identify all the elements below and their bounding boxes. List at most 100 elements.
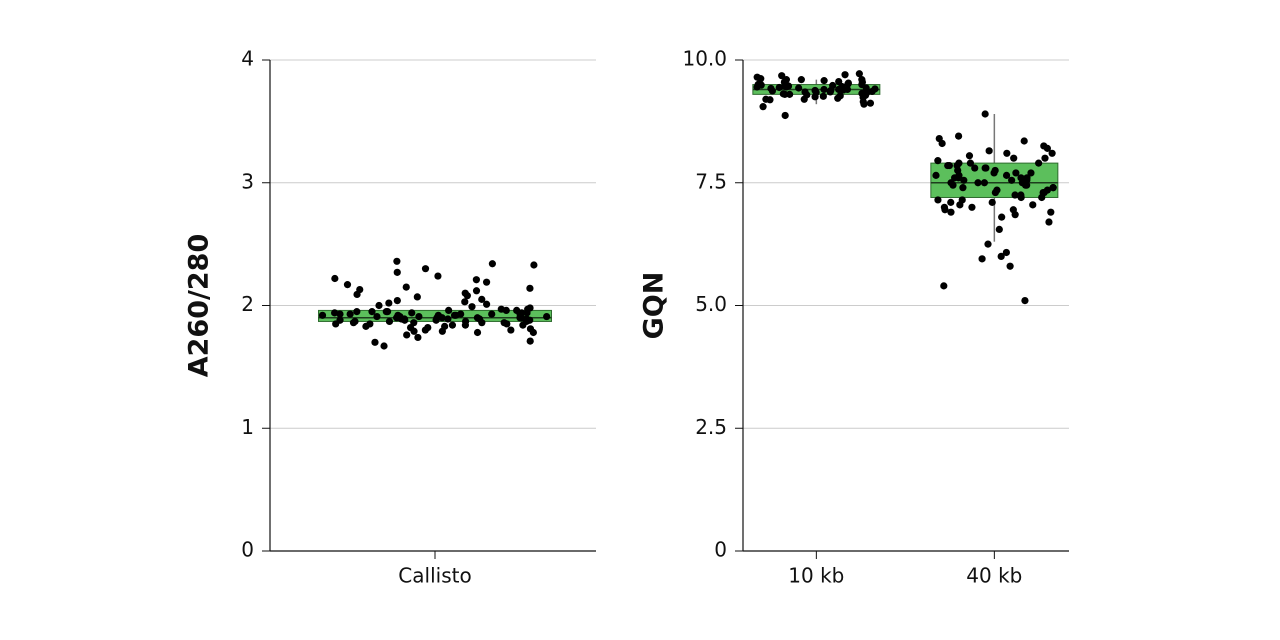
y-tick-label: 0 [241,538,254,562]
data-point [482,278,491,286]
data-point [448,321,457,329]
data-point [432,316,440,324]
x-tick-label: Callisto [398,564,471,588]
data-point [966,159,975,167]
data-point [1006,262,1014,270]
data-point [543,312,551,321]
data-point [473,328,482,337]
y-tick-label: 10.0 [682,47,727,71]
data-point [795,84,803,92]
data-point [1008,176,1016,184]
data-point [413,293,421,301]
data-point [519,321,527,329]
data-point [1011,211,1019,219]
y-tick-label: 1 [241,415,254,439]
data-point [871,85,879,93]
data-point [959,184,967,192]
data-point [971,164,979,172]
data-point [385,299,393,307]
data-point [968,203,976,211]
data-point [1003,149,1011,157]
data-point [1020,137,1028,145]
data-point [1049,184,1057,192]
data-point [1011,191,1019,199]
data-point [781,82,789,90]
data-point [766,96,774,104]
data-point [800,95,808,103]
data-point [382,308,390,316]
data-point [1043,186,1051,194]
data-point [478,295,486,303]
data-point [1041,154,1049,162]
data-point [452,311,460,319]
data-point [385,317,394,326]
data-point [797,76,805,84]
data-point [461,298,469,306]
data-point [985,147,993,155]
data-point [759,103,767,111]
data-point [827,86,835,95]
data-point [402,283,410,291]
data-point [478,319,486,327]
data-point [819,92,827,100]
data-point [934,157,942,165]
data-point [949,181,957,189]
data-point [421,265,430,273]
x-tick-label: 40 kb [966,564,1022,588]
data-point [855,70,863,78]
data-point [757,81,765,89]
y-tick-label: 5.0 [695,292,727,316]
data-point [414,333,422,342]
data-point [503,320,511,328]
data-point [1047,208,1055,216]
data-point [488,260,496,268]
data-point [945,161,953,170]
data-point [1023,174,1031,182]
data-point [526,284,534,292]
data-point [954,132,963,140]
data-point [530,261,538,269]
data-point [947,198,955,206]
data-point [488,310,496,318]
data-point [984,240,992,248]
y-tick-label: 0 [714,538,727,562]
data-point [472,276,480,284]
data-point [362,322,370,330]
data-point [1045,218,1053,226]
data-point [757,75,765,83]
data-point [1035,159,1043,167]
data-point [844,80,852,88]
data-point [375,301,383,310]
data-point [526,325,535,333]
data-point [858,78,867,86]
data-point [1038,193,1046,202]
data-point [955,159,963,167]
data-point [353,308,361,316]
data-point [991,188,999,197]
data-point [1040,142,1048,150]
data-point [373,312,381,321]
data-point [331,309,339,317]
data-point [965,152,974,160]
data-point [801,88,809,96]
data-point [836,92,844,100]
data-point [336,316,344,324]
y-tick-label: 2.5 [695,415,727,439]
data-point [988,198,996,206]
data-point [866,99,875,107]
data-point [775,83,783,92]
data-point [343,281,352,289]
y-tick-label: 2 [241,292,254,316]
data-point [1027,169,1035,177]
data-point [1017,191,1025,199]
data-point [468,303,476,311]
data-point [974,179,982,187]
data-point [507,326,515,334]
data-point [1021,296,1029,305]
data-point [421,326,429,334]
data-point [981,164,989,172]
data-point [353,290,361,299]
data-point [415,312,423,321]
data-point [336,310,344,318]
